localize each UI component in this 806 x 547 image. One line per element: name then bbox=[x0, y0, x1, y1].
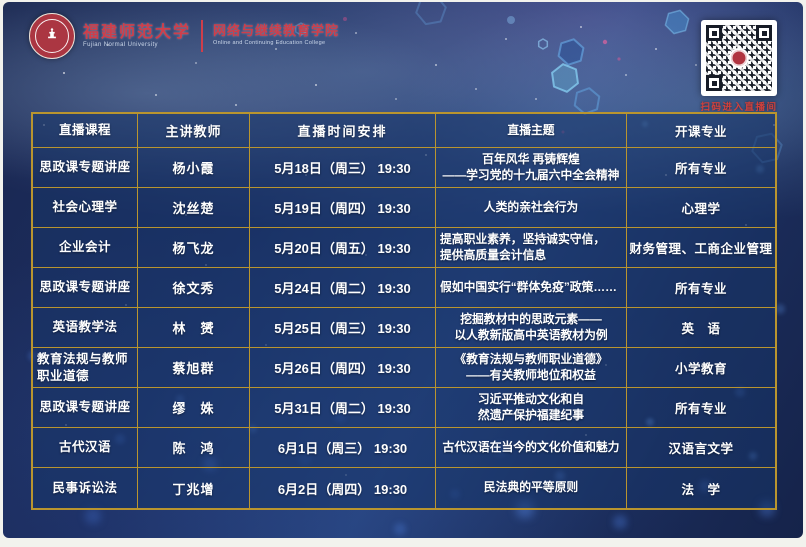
cell-topic: 《教育法规与教师职业道德》 ——有关教师地位和权益 bbox=[436, 348, 627, 388]
cell-major: 英 语 bbox=[627, 308, 775, 348]
topic-line: 提高职业素养，坚持诚实守信， bbox=[440, 231, 606, 246]
cell-course: 思政课专题讲座 bbox=[33, 388, 138, 428]
topic-line: 人类的亲社会行为 bbox=[483, 199, 579, 214]
cell-teacher: 沈丝楚 bbox=[138, 188, 250, 228]
cell-teacher: 徐文秀 bbox=[138, 268, 250, 308]
university-name-block: 福建师范大学 Fujian Normal University bbox=[83, 22, 192, 48]
topic-line: 以人教新版高中英语教材为例 bbox=[454, 327, 608, 342]
cell-time: 5月26日（周四） 19:30 bbox=[250, 348, 436, 388]
cell-course: 英语教学法 bbox=[33, 308, 138, 348]
poster-background: 福建师范大学 Fujian Normal University 网络与继续教育学… bbox=[3, 2, 803, 538]
cell-topic: 古代汉语在当今的文化价值和魅力 bbox=[436, 428, 627, 468]
topic-line: 民法典的平等原则 bbox=[483, 480, 579, 495]
cell-time: 5月18日（周三） 19:30 bbox=[250, 148, 436, 188]
brand-divider bbox=[201, 20, 204, 52]
cell-course: 社会心理学 bbox=[33, 188, 138, 228]
qr-block: 扫码进入直播间 bbox=[699, 20, 779, 113]
cell-major: 财务管理、工商企业管理 bbox=[627, 228, 775, 268]
qr-finder-icon bbox=[706, 75, 722, 91]
cell-time: 5月24日（周二） 19:30 bbox=[250, 268, 436, 308]
cell-course: 思政课专题讲座 bbox=[33, 268, 138, 308]
cell-major: 心理学 bbox=[627, 188, 775, 228]
cell-course: 古代汉语 bbox=[33, 428, 138, 468]
university-emblem-icon bbox=[29, 13, 75, 59]
column-header: 直播课程 bbox=[33, 114, 138, 148]
cell-time: 5月25日（周三） 19:30 bbox=[250, 308, 436, 348]
bokeh-dots-decoration bbox=[3, 2, 7, 6]
university-name-cn: 福建师范大学 bbox=[83, 22, 192, 42]
cell-major: 法 学 bbox=[627, 468, 775, 508]
cell-topic: 假如中国实行“群体免疫”政策…… bbox=[436, 268, 627, 308]
schedule-table: 直播课程 主讲教师 直播时间安排 直播主题 开课专业 思政课专题讲座 杨小霞 5月18日（周三… bbox=[31, 112, 777, 510]
topic-line: ——有关教师地位和权益 bbox=[466, 367, 596, 382]
cell-course: 思政课专题讲座 bbox=[33, 148, 138, 188]
cell-major: 小学教育 bbox=[627, 348, 775, 388]
qr-center-emblem-icon bbox=[729, 48, 749, 68]
cell-major: 所有专业 bbox=[627, 388, 775, 428]
cell-topic: 人类的亲社会行为 bbox=[436, 188, 627, 228]
cell-teacher: 陈 鸿 bbox=[138, 428, 250, 468]
cell-course: 民事诉讼法 bbox=[33, 468, 138, 508]
cell-course: 教育法规与教师职业道德 bbox=[33, 348, 138, 388]
topic-line: 《教育法规与教师职业道德》 bbox=[454, 351, 608, 366]
brand-header: 福建师范大学 Fujian Normal University 网络与继续教育学… bbox=[29, 13, 339, 59]
cell-teacher: 林 赟 bbox=[138, 308, 250, 348]
cell-teacher: 蔡旭群 bbox=[138, 348, 250, 388]
cell-teacher: 杨飞龙 bbox=[138, 228, 250, 268]
column-header: 主讲教师 bbox=[138, 114, 250, 148]
cell-topic: 挖掘教材中的思政元素—— 以人教新版高中英语教材为例 bbox=[436, 308, 627, 348]
topic-line: 习近平推动文化和自 bbox=[477, 391, 585, 406]
college-name-en: Online and Continuing Education College bbox=[213, 40, 326, 47]
cell-teacher: 丁兆增 bbox=[138, 468, 250, 508]
cell-time: 6月2日（周四） 19:30 bbox=[250, 468, 436, 508]
topic-line: 假如中国实行“群体免疫”政策…… bbox=[440, 279, 617, 294]
university-name-en: Fujian Normal University bbox=[83, 41, 158, 48]
college-name-block: 网络与继续教育学院 Online and Continuing Educatio… bbox=[213, 24, 340, 47]
column-header: 直播时间安排 bbox=[250, 114, 436, 148]
topic-line: 提供高质量会计信息 bbox=[440, 247, 547, 262]
topic-line: 古代汉语在当今的文化价值和魅力 bbox=[442, 439, 620, 454]
topic-line: ——学习党的十九届六中全会精神 bbox=[442, 167, 620, 182]
topic-line: 然遗产保护福建纪事 bbox=[477, 407, 585, 422]
cell-topic: 民法典的平等原则 bbox=[436, 468, 627, 508]
qr-finder-icon bbox=[756, 25, 772, 41]
column-header: 开课专业 bbox=[627, 114, 775, 148]
topic-line: 百年风华 再铸辉煌 bbox=[482, 151, 580, 166]
qr-code bbox=[701, 20, 777, 96]
cell-time: 5月20日（周五） 19:30 bbox=[250, 228, 436, 268]
cell-major: 汉语言文学 bbox=[627, 428, 775, 468]
column-header: 直播主题 bbox=[436, 114, 627, 148]
cell-topic: 习近平推动文化和自 然遗产保护福建纪事 bbox=[436, 388, 627, 428]
qr-caption: 扫码进入直播间 bbox=[700, 102, 778, 113]
topic-line: 挖掘教材中的思政元素—— bbox=[460, 311, 602, 326]
cell-topic: 百年风华 再铸辉煌 ——学习党的十九届六中全会精神 bbox=[436, 148, 627, 188]
college-name-cn: 网络与继续教育学院 bbox=[213, 24, 340, 40]
cell-teacher: 缪 姝 bbox=[138, 388, 250, 428]
cell-teacher: 杨小霞 bbox=[138, 148, 250, 188]
cell-course: 企业会计 bbox=[33, 228, 138, 268]
cell-major: 所有专业 bbox=[627, 268, 775, 308]
cell-time: 5月19日（周四） 19:30 bbox=[250, 188, 436, 228]
cell-time: 5月31日（周二） 19:30 bbox=[250, 388, 436, 428]
qr-finder-icon bbox=[706, 25, 722, 41]
cell-topic: 提高职业素养，坚持诚实守信， 提供高质量会计信息 bbox=[436, 228, 627, 268]
cell-time: 6月1日（周三） 19:30 bbox=[250, 428, 436, 468]
cell-major: 所有专业 bbox=[627, 148, 775, 188]
